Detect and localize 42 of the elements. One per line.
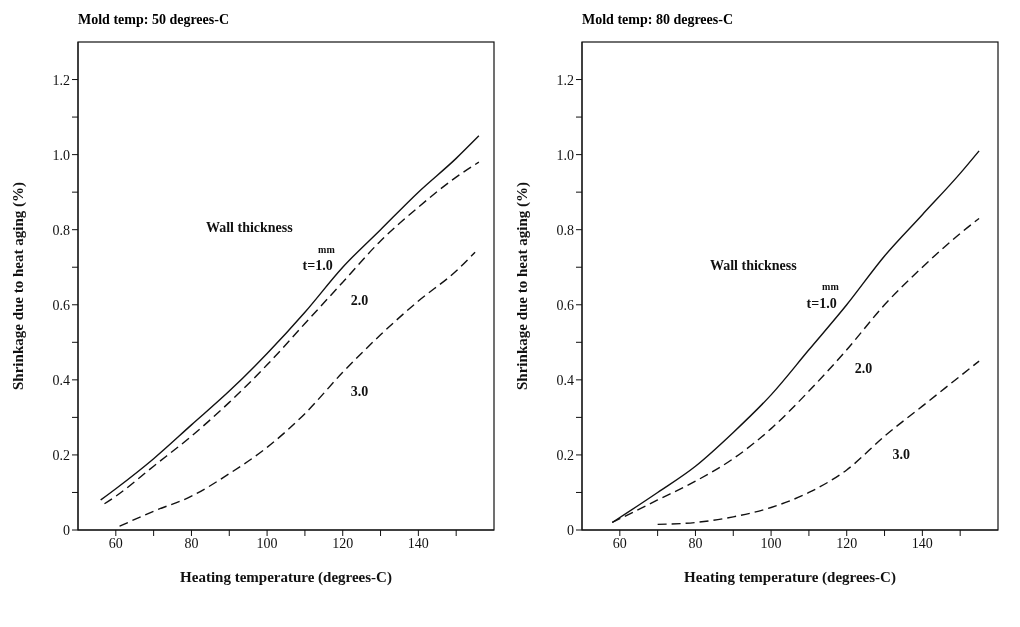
y-tick-label: 0.8 [52, 222, 70, 238]
y-tick-label: 1.0 [52, 147, 70, 163]
x-tick-label: 60 [108, 535, 123, 551]
y-tick-label: 0.8 [556, 222, 574, 238]
series-label: 3.0 [892, 447, 911, 463]
x-axis-title: Heating temperature (degrees-C) [180, 569, 392, 586]
x-tick-label: 80 [688, 535, 703, 551]
chart-title: Mold temp: 50 degrees-C [77, 11, 230, 29]
series-label: t=1.0 [806, 295, 837, 311]
y-tick-label: 0.2 [52, 447, 70, 463]
line-series [118, 251, 476, 527]
chart-title: Mold temp: 80 degrees-C [581, 11, 734, 29]
x-tick-label: 60 [612, 535, 627, 551]
line-series [656, 360, 980, 526]
y-tick-label: 0.2 [556, 447, 574, 463]
y-tick-label: 0.6 [556, 297, 574, 313]
y-tick-label: 0 [567, 522, 574, 538]
y-axis-title: Shrinkage due to heat aging (%) [10, 182, 28, 390]
y-tick-label: 1.0 [556, 147, 574, 163]
y-tick-label: 1.2 [556, 72, 574, 88]
annotation: mm [318, 243, 336, 255]
annotation: Wall thickness [205, 220, 294, 236]
y-tick-label: 0.4 [52, 372, 70, 388]
x-tick-label: 120 [836, 535, 858, 551]
series-label: 2.0 [350, 293, 369, 309]
annotation: mm [822, 281, 840, 293]
x-tick-label: 100 [256, 535, 278, 551]
y-axis-title: Shrinkage due to heat aging (%) [514, 182, 532, 390]
x-tick-label: 80 [184, 535, 199, 551]
x-tick-label: 140 [407, 535, 429, 551]
y-tick-label: 1.2 [52, 72, 70, 88]
series-label: t=1.0 [302, 258, 333, 274]
y-tick-label: 0.4 [556, 372, 574, 388]
y-tick-label: 0.6 [52, 297, 70, 313]
x-axis-title: Heating temperature (degrees-C) [684, 569, 896, 586]
x-tick-label: 100 [760, 535, 782, 551]
annotation: Wall thickness [709, 257, 798, 273]
y-tick-label: 0 [63, 522, 70, 538]
x-tick-label: 140 [911, 535, 933, 551]
series-label: 3.0 [350, 383, 369, 399]
series-label: 2.0 [854, 361, 873, 377]
x-tick-label: 120 [332, 535, 354, 551]
